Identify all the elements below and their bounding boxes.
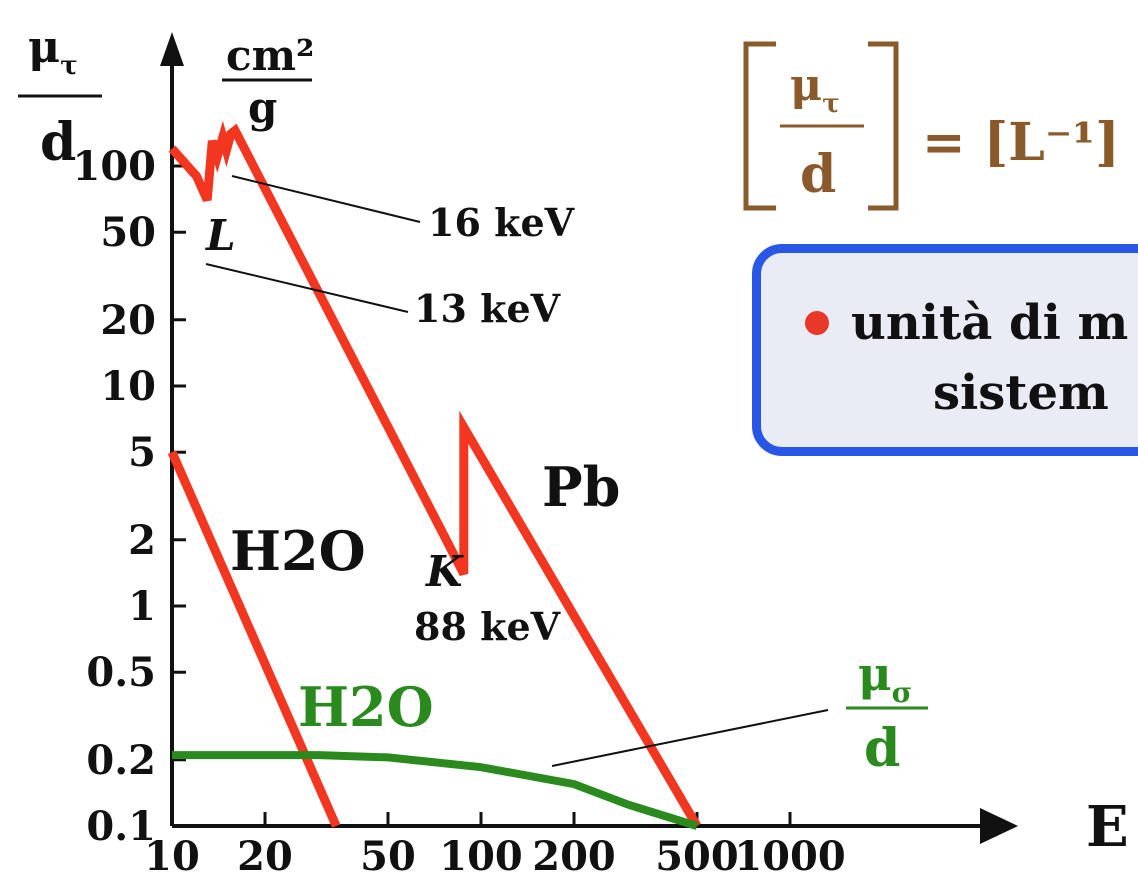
info-line-2: sistem (933, 365, 1109, 421)
x-tick-label: 100 (439, 833, 523, 880)
y-label-mu: μτ (28, 22, 78, 81)
annotation-13kev: 13 keV (414, 286, 562, 331)
series-h2o-scatter-line (172, 751, 699, 830)
annotation-16kev: 16 keV (428, 200, 576, 245)
y-tick-label: 100 (73, 143, 157, 190)
series-layer (167, 120, 701, 830)
y-tick-label: 0.1 (86, 803, 156, 850)
annotation-L: L (205, 211, 236, 260)
leader-mu-sigma (551, 709, 829, 767)
series-label-pb: Pb (542, 455, 620, 519)
x-tick-label: 10 (144, 833, 200, 880)
y-tick-label: 1 (128, 583, 156, 630)
info-line-1: unità di m (851, 295, 1129, 351)
y-tick-label: 5 (128, 429, 156, 476)
formula-denominator: d (800, 144, 836, 205)
x-tick-label: 500 (655, 833, 739, 880)
green-label-denominator: d (864, 718, 900, 779)
y-unit-denominator: g (248, 83, 277, 132)
series-h2o-attenuation-line (167, 450, 341, 828)
green-label-mu: μσ (858, 647, 912, 709)
x-tick-label: 20 (237, 833, 293, 880)
y-unit-numerator: cm² (226, 31, 314, 80)
y-tick-label: 0.5 (86, 649, 156, 696)
y-tick-label: 0.2 (86, 737, 156, 784)
y-tick-label: 2 (128, 517, 156, 564)
info-box: unità di m sistem (752, 244, 1138, 456)
annotation-88kev: 88 keV (414, 604, 562, 649)
x-tick-label: 50 (360, 833, 416, 880)
y-tick-label: 20 (100, 297, 156, 344)
leader-16kev (231, 175, 421, 223)
x-tick-label: 200 (532, 833, 616, 880)
annotation-K: K (425, 547, 464, 596)
x-axis-arrow (980, 808, 1018, 844)
y-axis-arrow (160, 32, 184, 66)
x-axis-label: E (1086, 794, 1129, 860)
y-tick-label: 10 (100, 363, 156, 410)
formula-bracket-left (743, 41, 776, 211)
y-label-denominator: d (40, 112, 76, 173)
series-label-h2o-red: H2O (230, 519, 366, 583)
series-pb-line (168, 120, 701, 829)
x-tick-label: 1000 (734, 833, 845, 880)
series-label-h2o-green: H2O (298, 675, 434, 739)
y-tick-label: 50 (100, 209, 156, 256)
formula-bracket-right (868, 41, 899, 211)
formula-rhs: = [L⁻¹] (922, 112, 1120, 173)
formula-mu: μτ (790, 60, 840, 119)
bullet-dot (805, 311, 829, 335)
leader-13kev (205, 263, 409, 313)
